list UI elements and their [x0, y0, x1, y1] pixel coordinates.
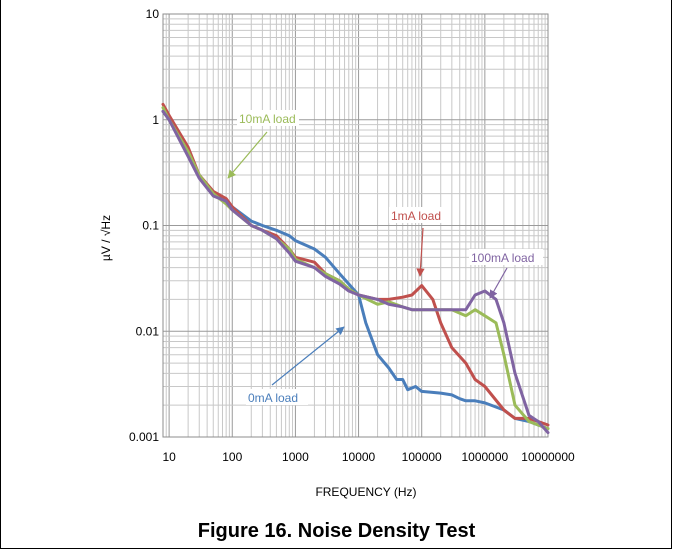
arrow-0ma-load — [271, 326, 345, 386]
y-tick-label: 1 — [152, 113, 159, 127]
x-tick-label: 10000 — [342, 450, 376, 464]
noise-density-chart: 10 100 1000 10000 100000 1000000 10000000 0.001… — [99, 7, 575, 499]
arrow-10ma-load — [227, 131, 268, 179]
y-tick-label: 0.01 — [136, 324, 160, 338]
arrow-100ma-load — [489, 267, 508, 299]
y-tick-label: 10 — [146, 7, 160, 21]
annotation-0ma-load: 0mA load — [248, 391, 298, 405]
x-tick-label: 100000 — [402, 450, 442, 464]
arrow-1ma-load — [416, 227, 425, 277]
annotation-10ma-load: 10mA load — [239, 112, 296, 126]
x-tick-label: 100 — [222, 450, 242, 464]
annotation-1ma-load: 1mA load — [391, 209, 441, 223]
grid — [162, 14, 548, 438]
y-axis-title: µV / √Hz — [99, 215, 113, 261]
figure-caption: Figure 16. Noise Density Test — [197, 520, 476, 542]
label-bg-100ma — [469, 249, 543, 265]
x-tick-label: 10000000 — [521, 450, 575, 464]
label-bg-0ma — [246, 389, 308, 405]
x-tick-label: 10 — [162, 450, 176, 464]
x-tick-label: 1000 — [282, 450, 309, 464]
x-tick-label: 1000000 — [461, 450, 508, 464]
x-axis-title: FREQUENCY (Hz) — [315, 485, 416, 499]
y-tick-label: 0.1 — [142, 219, 159, 233]
tick-labels: 10 100 1000 10000 100000 1000000 10000000 0.001… — [129, 7, 575, 464]
label-bg-1ma — [389, 207, 449, 223]
label-bg-10ma — [237, 110, 299, 126]
annotations: 10mA load 1mA load 100mA load 0mA load — [227, 110, 543, 405]
plot-area-border — [162, 13, 549, 438]
annotation-100ma-load: 100mA load — [471, 251, 534, 265]
y-tick-label: 0.001 — [129, 430, 159, 444]
